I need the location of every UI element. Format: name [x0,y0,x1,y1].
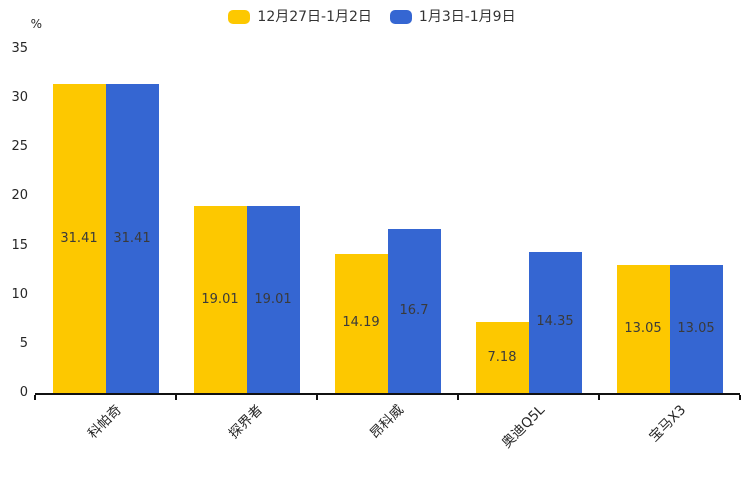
bar-value-label: 13.05 [624,320,662,336]
bar-series2-昂科威[interactable] [387,228,441,393]
legend-label-week1: 12月27日-1月2日 [257,9,372,25]
x-axis-tick [457,395,459,400]
x-axis-category-label: 奥迪Q5L [498,402,548,452]
y-axis-tick-label: 5 [19,335,28,351]
y-axis-tick-label: 20 [11,188,28,204]
bar-value-label: 16.7 [399,302,429,318]
y-axis-tick-label: 25 [11,139,28,155]
x-axis-tick [316,395,318,400]
legend-swatch-week1-icon [228,10,251,24]
y-axis-tick-label: 15 [11,237,28,253]
legend-label-week2: 1月3日-1月9日 [418,9,516,25]
bar-series2-奥迪Q5L[interactable] [528,251,582,393]
bar-series1-奥迪Q5L[interactable] [475,322,529,393]
bar-value-label: 7.18 [487,349,517,365]
x-axis-tick [175,395,177,400]
bar-series1-科帕奇[interactable] [52,84,106,393]
x-axis-tick [739,395,741,400]
bar-series2-宝马X3[interactable] [669,264,723,393]
x-axis-category-label: 科帕奇 [84,402,125,442]
x-axis-category-label: 探界者 [225,402,266,442]
bar-series1-探界者[interactable] [193,206,247,393]
x-axis-category-label: 宝马X3 [645,402,689,446]
bar-value-label: 13.05 [677,320,715,336]
x-axis-category-label: 昂科威 [366,402,407,442]
x-axis-tick [598,395,600,400]
x-axis-line [35,393,740,395]
bar-value-label: 14.35 [536,314,574,330]
bar-value-label: 14.19 [342,315,380,331]
bar-value-label: 19.01 [201,291,239,307]
y-axis-tick-label: 10 [11,286,28,302]
bar-series2-探界者[interactable] [246,206,300,393]
x-axis-tick [34,395,36,400]
y-axis-tick-label: 30 [11,90,28,106]
y-axis-tick-label: 0 [19,385,28,400]
legend-swatch-week2-icon [389,10,412,24]
bar-value-label: 19.01 [254,291,292,307]
legend-item-week2[interactable]: 1月3日-1月9日 [389,8,516,26]
bar-value-label: 31.41 [60,230,98,246]
bar-series2-科帕奇[interactable] [105,84,159,393]
y-axis-unit-label: % [30,17,42,31]
bar-series1-宝马X3[interactable] [616,264,670,393]
legend-item-week1[interactable]: 12月27日-1月2日 [228,8,372,26]
y-axis-tick-label: 35 [11,41,28,56]
bar-value-label: 31.41 [113,230,151,246]
chart-legend: 12月27日-1月2日 1月3日-1月9日 [0,8,744,26]
bar-series1-昂科威[interactable] [334,253,388,393]
